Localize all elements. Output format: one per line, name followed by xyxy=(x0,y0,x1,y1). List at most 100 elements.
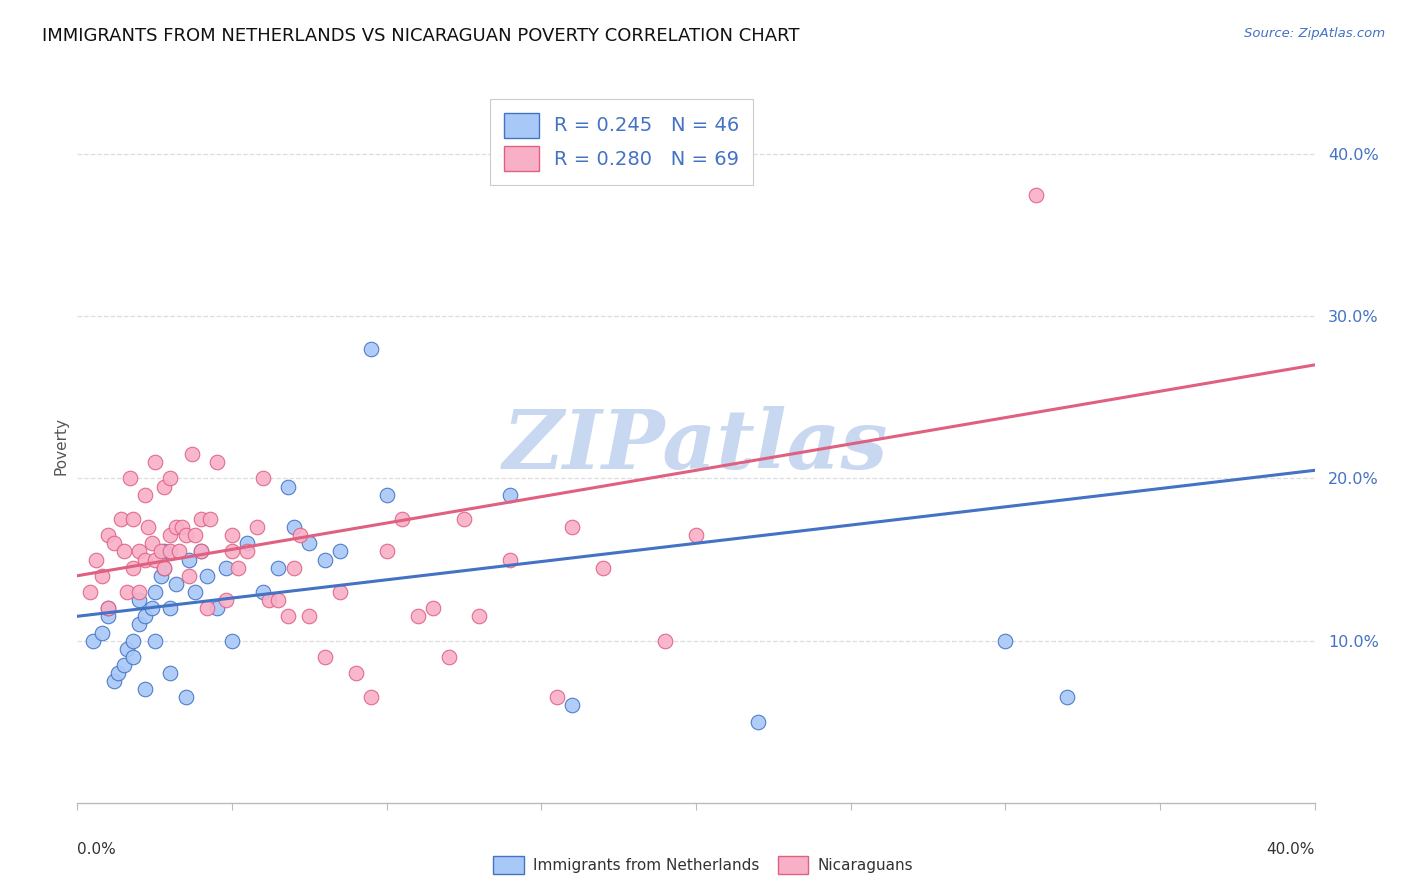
Point xyxy=(128,593,150,607)
Point xyxy=(252,585,274,599)
Point xyxy=(288,528,311,542)
Point xyxy=(165,577,187,591)
Point xyxy=(1025,187,1047,202)
Text: IMMIGRANTS FROM NETHERLANDS VS NICARAGUAN POVERTY CORRELATION CHART: IMMIGRANTS FROM NETHERLANDS VS NICARAGUA… xyxy=(42,27,800,45)
Point xyxy=(103,536,125,550)
Point xyxy=(184,585,207,599)
Point xyxy=(468,609,491,624)
Point xyxy=(205,455,228,469)
Point xyxy=(267,560,290,574)
Point xyxy=(169,544,191,558)
Point xyxy=(97,601,120,615)
Point xyxy=(84,552,107,566)
Point xyxy=(190,544,212,558)
Point xyxy=(172,520,194,534)
Point xyxy=(1056,690,1078,705)
Point xyxy=(153,479,176,493)
Legend: R = 0.245   N = 46, R = 0.280   N = 69: R = 0.245 N = 46, R = 0.280 N = 69 xyxy=(491,99,754,185)
Point xyxy=(138,520,160,534)
Point xyxy=(406,609,429,624)
Point xyxy=(360,690,382,705)
Point xyxy=(221,528,243,542)
Point xyxy=(107,666,129,681)
Point xyxy=(499,488,522,502)
Point xyxy=(685,528,707,542)
Point xyxy=(277,609,299,624)
Point xyxy=(184,528,207,542)
Point xyxy=(561,698,583,713)
Point xyxy=(159,528,181,542)
Point xyxy=(177,552,200,566)
Point xyxy=(82,633,104,648)
Point xyxy=(195,568,218,582)
Point xyxy=(422,601,444,615)
Point xyxy=(499,552,522,566)
Point xyxy=(134,682,156,697)
Point xyxy=(236,536,259,550)
Point xyxy=(592,560,614,574)
Point xyxy=(329,585,352,599)
Point xyxy=(128,544,150,558)
Point xyxy=(153,560,176,574)
Text: Source: ZipAtlas.com: Source: ZipAtlas.com xyxy=(1244,27,1385,40)
Point xyxy=(128,617,150,632)
Point xyxy=(159,544,181,558)
Point xyxy=(122,560,145,574)
Point xyxy=(252,471,274,485)
Point xyxy=(236,544,259,558)
Point xyxy=(128,585,150,599)
Point xyxy=(221,633,243,648)
Point xyxy=(314,649,336,664)
Point xyxy=(112,544,135,558)
Point xyxy=(453,512,475,526)
Point xyxy=(159,666,181,681)
Point xyxy=(257,593,280,607)
Point xyxy=(200,512,222,526)
Point xyxy=(226,560,249,574)
Legend: Immigrants from Netherlands, Nicaraguans: Immigrants from Netherlands, Nicaraguans xyxy=(486,850,920,880)
Point xyxy=(314,552,336,566)
Point xyxy=(205,601,228,615)
Point xyxy=(112,657,135,672)
Text: 40.0%: 40.0% xyxy=(1267,842,1315,857)
Point xyxy=(118,471,141,485)
Point xyxy=(360,342,382,356)
Point xyxy=(143,455,166,469)
Point xyxy=(215,560,238,574)
Point xyxy=(277,479,299,493)
Y-axis label: Poverty: Poverty xyxy=(53,417,69,475)
Point xyxy=(561,520,583,534)
Point xyxy=(91,568,114,582)
Point xyxy=(159,471,181,485)
Point xyxy=(165,520,187,534)
Point xyxy=(344,666,367,681)
Point xyxy=(91,625,114,640)
Point xyxy=(134,488,156,502)
Point xyxy=(190,512,212,526)
Point xyxy=(97,609,120,624)
Point xyxy=(122,512,145,526)
Point xyxy=(134,609,156,624)
Point xyxy=(159,601,181,615)
Point xyxy=(654,633,676,648)
Point xyxy=(283,560,305,574)
Point xyxy=(221,544,243,558)
Point xyxy=(134,552,156,566)
Point xyxy=(103,674,125,689)
Point xyxy=(283,520,305,534)
Point xyxy=(143,633,166,648)
Point xyxy=(375,544,398,558)
Point xyxy=(143,585,166,599)
Point xyxy=(298,609,321,624)
Point xyxy=(174,528,197,542)
Point xyxy=(122,633,145,648)
Point xyxy=(149,568,172,582)
Point xyxy=(153,544,176,558)
Point xyxy=(115,585,138,599)
Point xyxy=(546,690,568,705)
Point xyxy=(153,560,176,574)
Point xyxy=(298,536,321,550)
Point xyxy=(97,601,120,615)
Point xyxy=(143,552,166,566)
Point xyxy=(110,512,132,526)
